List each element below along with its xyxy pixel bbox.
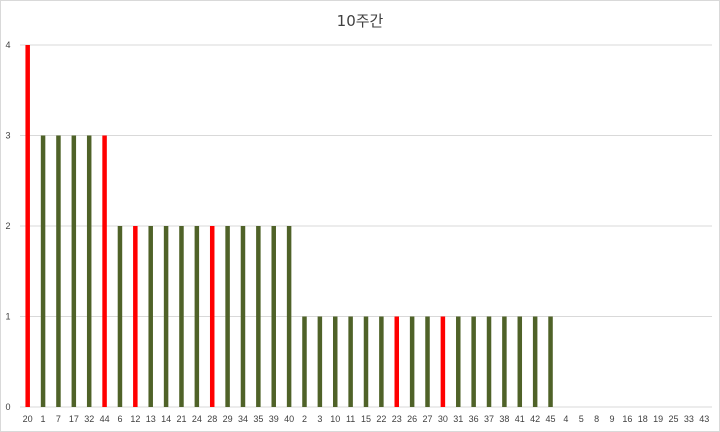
- x-tick-label: 22: [376, 414, 386, 424]
- x-tick-label: 20: [23, 414, 33, 424]
- bar-38: [502, 316, 507, 407]
- x-tick-label: 7: [56, 414, 61, 424]
- x-tick-label: 13: [146, 414, 156, 424]
- x-tick-label: 5: [579, 414, 584, 424]
- y-tick-label: 3: [5, 131, 10, 141]
- bars: [25, 45, 553, 407]
- x-tick-label: 9: [610, 414, 615, 424]
- x-tick-label: 16: [622, 414, 632, 424]
- x-tick-label: 28: [207, 414, 217, 424]
- bar-44: [102, 135, 107, 407]
- y-tick-label: 2: [5, 221, 10, 231]
- x-tick-label: 1: [41, 414, 46, 424]
- bar-42: [532, 316, 538, 407]
- x-tick-label: 3: [317, 414, 322, 424]
- x-tick-label: 19: [653, 414, 663, 424]
- bar-3: [317, 316, 323, 407]
- chart-title: 10주간: [336, 12, 384, 30]
- x-tick-label: 17: [69, 414, 79, 424]
- x-tick-label: 27: [423, 414, 433, 424]
- bar-23: [394, 316, 400, 407]
- bar-34: [240, 226, 246, 407]
- bar-15: [363, 316, 369, 407]
- bar-22: [379, 316, 384, 407]
- x-tick-label: 44: [100, 414, 110, 424]
- x-tick-label: 32: [84, 414, 94, 424]
- bar-24: [194, 226, 200, 407]
- x-tick-label: 23: [392, 414, 402, 424]
- bar-35: [256, 226, 261, 407]
- bar-41: [517, 316, 523, 407]
- bar-2: [302, 316, 307, 407]
- bar-13: [148, 226, 153, 407]
- x-axis-ticks: 20 1 7 17 32 44 6 12 13 14 21 24 28 29 34 35 39 40 2 3 10 11 1…: [23, 414, 710, 424]
- bar-40: [286, 226, 292, 407]
- bar-31: [456, 316, 461, 407]
- x-tick-label: 12: [130, 414, 140, 424]
- x-tick-label: 10: [330, 414, 340, 424]
- x-tick-label: 31: [453, 414, 463, 424]
- bar-6: [117, 226, 123, 407]
- y-axis-ticks: 0 1 2 3 4: [5, 40, 10, 412]
- bar-36: [471, 316, 476, 407]
- x-tick-label: 18: [638, 414, 648, 424]
- bar-28: [209, 226, 215, 407]
- bar-32: [86, 135, 92, 407]
- x-tick-label: 40: [284, 414, 294, 424]
- bar-14: [163, 226, 169, 407]
- x-tick-label: 14: [161, 414, 171, 424]
- x-tick-label: 43: [699, 414, 709, 424]
- x-tick-label: 36: [469, 414, 479, 424]
- bar-21: [179, 226, 184, 407]
- x-tick-label: 2: [302, 414, 307, 424]
- x-tick-label: 15: [361, 414, 371, 424]
- bar-20: [25, 45, 30, 407]
- x-tick-label: 11: [346, 414, 355, 424]
- y-tick-label: 0: [5, 402, 10, 412]
- x-tick-label: 41: [515, 414, 525, 424]
- bar-12: [133, 226, 138, 407]
- x-tick-label: 24: [192, 414, 202, 424]
- bar-7: [56, 135, 61, 407]
- x-tick-label: 42: [530, 414, 540, 424]
- bar-45: [548, 316, 553, 407]
- bar-17: [71, 135, 77, 407]
- bar-39: [271, 226, 276, 407]
- bar-37: [486, 316, 492, 407]
- x-tick-label: 35: [253, 414, 263, 424]
- x-tick-label: 34: [238, 414, 248, 424]
- x-tick-label: 45: [546, 414, 556, 424]
- bar-11: [348, 316, 353, 407]
- x-tick-label: 4: [563, 414, 568, 424]
- y-tick-label: 1: [5, 312, 10, 322]
- x-tick-label: 33: [684, 414, 694, 424]
- x-tick-label: 25: [669, 414, 679, 424]
- y-tick-label: 4: [5, 40, 10, 50]
- x-tick-label: 26: [407, 414, 417, 424]
- x-tick-label: 8: [594, 414, 599, 424]
- x-tick-label: 21: [176, 414, 186, 424]
- x-tick-label: 39: [269, 414, 279, 424]
- x-tick-label: 30: [438, 414, 448, 424]
- bar-29: [225, 226, 230, 407]
- bar-26: [409, 316, 415, 407]
- bar-30: [440, 316, 446, 407]
- x-tick-label: 37: [484, 414, 494, 424]
- bar-1: [40, 135, 46, 407]
- x-tick-label: 6: [117, 414, 122, 424]
- x-tick-label: 29: [223, 414, 233, 424]
- x-tick-label: 38: [499, 414, 509, 424]
- bar-10: [332, 316, 338, 407]
- bar-27: [425, 316, 430, 407]
